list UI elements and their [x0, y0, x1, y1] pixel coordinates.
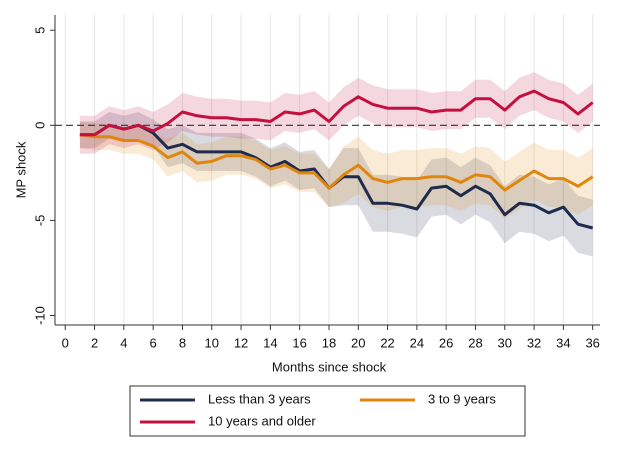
x-tick-label: 16	[292, 335, 306, 350]
x-tick-label: 20	[351, 335, 365, 350]
x-tick-label: 18	[322, 335, 336, 350]
x-axis-label: Months since shock	[272, 359, 387, 374]
y-tick-label: 5	[32, 27, 47, 34]
x-tick-label: 24	[410, 335, 424, 350]
x-tick-label: 4	[120, 335, 127, 350]
legend-box	[129, 385, 526, 437]
x-tick-label: 12	[234, 335, 248, 350]
x-tick-label: 6	[150, 335, 157, 350]
x-tick-label: 14	[263, 335, 277, 350]
x-tick-label: 30	[498, 335, 512, 350]
x-tick-label: 34	[556, 335, 570, 350]
x-tick-label: 0	[62, 335, 69, 350]
legend-label: Less than 3 years	[208, 391, 311, 406]
y-tick-label: -5	[32, 215, 47, 227]
x-tick-label: 10	[205, 335, 219, 350]
x-tick-label: 8	[179, 335, 186, 350]
x-tick-label: 2	[91, 335, 98, 350]
legend-label: 10 years and older	[208, 413, 316, 428]
x-tick-label: 36	[585, 335, 599, 350]
y-tick-label: -10	[32, 306, 47, 325]
series-line	[79, 133, 594, 192]
x-tick-label: 26	[439, 335, 453, 350]
legend-label: 3 to 9 years	[428, 391, 496, 406]
x-tick-label: 28	[468, 335, 482, 350]
y-axis-label: MP shock	[13, 141, 28, 198]
x-tick-label: 32	[527, 335, 541, 350]
x-tick-label: 22	[380, 335, 394, 350]
series-line	[79, 89, 594, 137]
y-tick-label: 0	[32, 122, 47, 129]
